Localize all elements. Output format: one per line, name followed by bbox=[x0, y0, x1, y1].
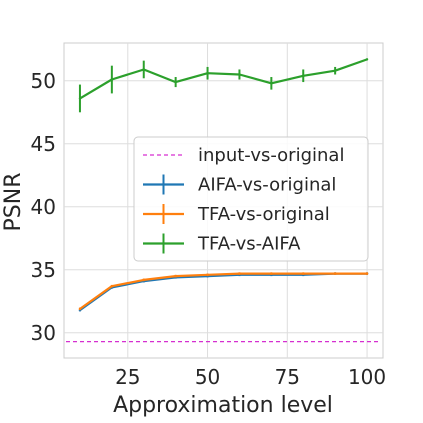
data-point bbox=[142, 68, 145, 71]
legend: input-vs-original AIFA-vs-original TFA-vs-… bbox=[133, 136, 369, 262]
data-point bbox=[270, 272, 273, 275]
y-tick-label: 45 bbox=[31, 132, 56, 156]
data-point bbox=[238, 73, 241, 76]
series-line bbox=[79, 272, 368, 310]
data-point bbox=[333, 272, 337, 275]
data-point bbox=[302, 272, 305, 275]
data-point bbox=[365, 272, 369, 275]
series-TFA-vs-AIFA bbox=[78, 58, 369, 113]
legend-label: input-vs-original bbox=[198, 145, 344, 166]
data-point bbox=[333, 69, 337, 72]
series-line bbox=[79, 58, 368, 100]
data-point bbox=[78, 307, 82, 311]
data-point bbox=[110, 284, 114, 288]
legend-label: TFA-vs-AIFA bbox=[197, 234, 301, 255]
series-layer bbox=[66, 58, 381, 343]
x-axis-title: Approximation level bbox=[113, 393, 333, 418]
x-tick-label: 100 bbox=[348, 365, 386, 389]
data-point bbox=[206, 72, 209, 75]
x-tick-label: 25 bbox=[115, 365, 140, 389]
y-tick-label: 40 bbox=[31, 195, 56, 219]
data-point bbox=[365, 58, 369, 61]
data-point bbox=[270, 82, 273, 85]
tick-labels: 25 50 75 100 30 35 40 45 50 bbox=[31, 69, 387, 389]
data-point bbox=[110, 78, 114, 81]
data-point bbox=[78, 97, 82, 100]
series-TFA-vs-original bbox=[78, 272, 369, 311]
data-point bbox=[174, 80, 177, 84]
legend-box bbox=[133, 136, 369, 262]
legend-entry: TFA-vs-AIFA bbox=[143, 233, 301, 255]
y-tick-label: 35 bbox=[31, 258, 56, 282]
legend-entry: AIFA-vs-original bbox=[143, 174, 336, 196]
y-axis-title: PSNR bbox=[1, 173, 26, 232]
data-point bbox=[142, 278, 145, 282]
y-tick-label: 30 bbox=[31, 321, 56, 345]
data-point bbox=[174, 274, 177, 278]
data-point bbox=[206, 273, 209, 277]
y-tick-label: 50 bbox=[31, 69, 56, 93]
x-tick-label: 75 bbox=[275, 365, 300, 389]
legend-entry: TFA-vs-original bbox=[143, 204, 330, 225]
legend-label: AIFA-vs-original bbox=[198, 175, 336, 196]
x-tick-label: 50 bbox=[195, 365, 220, 389]
data-point bbox=[302, 74, 305, 77]
legend-entry: input-vs-original bbox=[143, 145, 344, 166]
data-point bbox=[238, 272, 241, 275]
legend-label: TFA-vs-original bbox=[197, 204, 330, 225]
